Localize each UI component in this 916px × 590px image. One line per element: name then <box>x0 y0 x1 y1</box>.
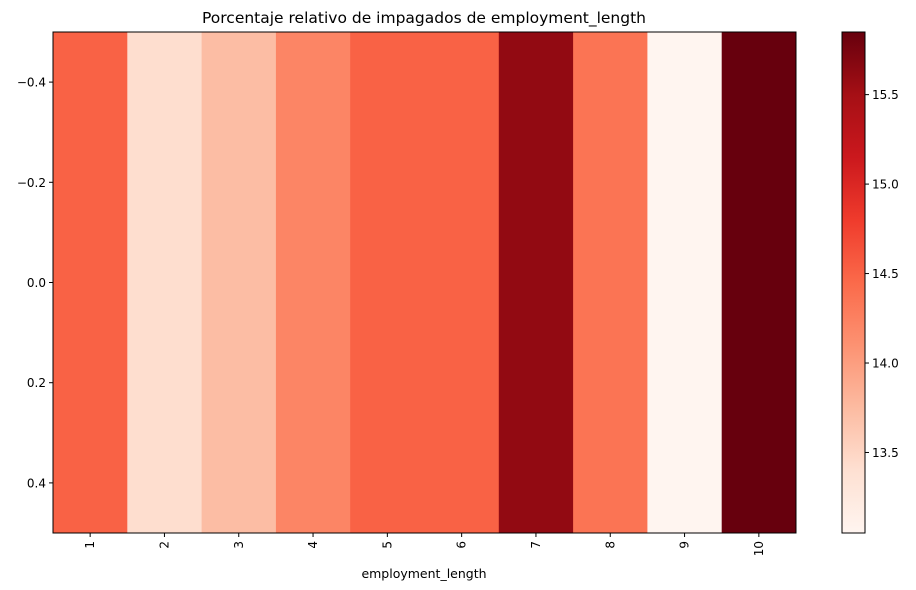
colorbar-tick-label: 15.5 <box>872 88 899 102</box>
colorbar-tick-label: 15.0 <box>872 178 899 192</box>
y-tick-label: −0.2 <box>17 176 46 190</box>
x-axis-label: employment_length <box>361 566 486 581</box>
chart-title: Porcentaje relativo de impagados de empl… <box>202 9 646 28</box>
heatmap-cell-8 <box>573 32 648 533</box>
heatmap-cell-3 <box>201 32 277 533</box>
y-tick-label: −0.4 <box>17 76 46 90</box>
y-tick-label: 0.2 <box>27 376 46 390</box>
x-axis: 1 2 3 4 5 6 7 8 9 10 <box>83 533 766 556</box>
heatmap-cell-2 <box>127 32 202 533</box>
x-tick-label: 2 <box>157 541 171 549</box>
x-tick-label: 8 <box>603 541 617 549</box>
x-tick-label: 7 <box>529 541 543 549</box>
y-tick-label: 0.0 <box>27 276 46 290</box>
x-tick-label: 9 <box>678 541 692 549</box>
x-tick-label: 4 <box>306 541 320 549</box>
x-tick-label: 6 <box>455 541 469 549</box>
y-tick-label: 0.4 <box>27 476 46 490</box>
x-tick-label: 5 <box>380 541 394 549</box>
heatmap-cell-7 <box>498 32 574 533</box>
heatmap-cells <box>53 32 797 533</box>
x-tick-label: 3 <box>232 541 246 549</box>
colorbar-tick-label: 14.0 <box>872 357 899 371</box>
heatmap-cell-1 <box>53 32 128 533</box>
heatmap-cell-10 <box>721 32 797 533</box>
heatmap-cell-6 <box>424 32 500 533</box>
heatmap-cell-5 <box>350 32 425 533</box>
colorbar-tick-label: 13.5 <box>872 446 899 460</box>
y-axis: −0.4 −0.2 0.0 0.2 0.4 <box>17 76 53 490</box>
heatmap-cell-9 <box>647 32 723 533</box>
colorbar-ticks: 13.5 14.0 14.5 15.0 15.5 <box>865 88 899 460</box>
x-tick-label: 1 <box>83 541 97 549</box>
x-tick-label: 10 <box>752 541 766 556</box>
colorbar-frame <box>841 31 866 534</box>
colorbar-tick-label: 14.5 <box>872 267 899 281</box>
colorbar <box>842 32 865 533</box>
heatmap-cell-4 <box>275 32 351 533</box>
